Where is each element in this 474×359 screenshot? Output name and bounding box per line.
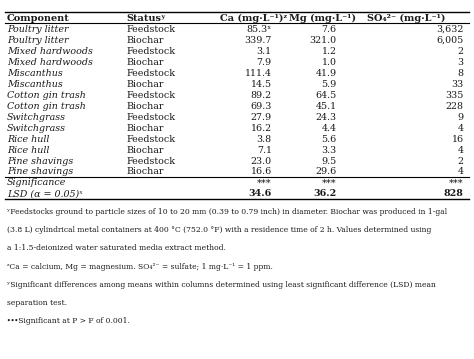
Text: 4: 4: [458, 123, 464, 132]
Text: 321.0: 321.0: [310, 36, 337, 45]
Text: Cotton gin trash: Cotton gin trash: [7, 91, 86, 100]
Text: 2: 2: [458, 157, 464, 165]
Text: Biochar: Biochar: [127, 145, 164, 154]
Text: Mixed hardwoods: Mixed hardwoods: [7, 58, 93, 67]
Text: Biochar: Biochar: [127, 58, 164, 67]
Text: Feedstock: Feedstock: [127, 69, 175, 78]
Text: 339.7: 339.7: [245, 36, 272, 45]
Text: 41.9: 41.9: [316, 69, 337, 78]
Text: 1.0: 1.0: [322, 58, 337, 67]
Text: (3.8 L) cylindrical metal containers at 400 °C (752.0 °F) with a residence time : (3.8 L) cylindrical metal containers at …: [7, 226, 431, 234]
Text: ʸFeedstocks ground to particle sizes of 10 to 20 mm (0.39 to 0.79 inch) in diame: ʸFeedstocks ground to particle sizes of …: [7, 208, 447, 216]
Text: Feedstock: Feedstock: [127, 25, 175, 34]
Text: Biochar: Biochar: [127, 80, 164, 89]
Text: 3: 3: [457, 58, 464, 67]
Text: 8: 8: [458, 69, 464, 78]
Text: Feedstock: Feedstock: [127, 157, 175, 165]
Text: Cotton gin trash: Cotton gin trash: [7, 102, 86, 111]
Text: 14.5: 14.5: [251, 80, 272, 89]
Text: 5.9: 5.9: [322, 80, 337, 89]
Text: Statusʸ: Statusʸ: [127, 14, 166, 23]
Text: 7.1: 7.1: [257, 145, 272, 154]
Text: Miscanthus: Miscanthus: [7, 69, 63, 78]
Text: LSD (α = 0.05)ˣ: LSD (α = 0.05)ˣ: [7, 190, 82, 199]
Text: 34.6: 34.6: [248, 190, 272, 199]
Text: Miscanthus: Miscanthus: [7, 80, 63, 89]
Text: Feedstock: Feedstock: [127, 91, 175, 100]
Text: 3,632: 3,632: [436, 25, 464, 34]
Text: ᶻCa = calcium, Mg = magnesium. SO₄²⁻ = sulfate; 1 mg·L⁻¹ = 1 ppm.: ᶻCa = calcium, Mg = magnesium. SO₄²⁻ = s…: [7, 262, 273, 271]
Text: 3.8: 3.8: [257, 135, 272, 144]
Text: 7.6: 7.6: [322, 25, 337, 34]
Text: Poultry litter: Poultry litter: [7, 25, 69, 34]
Text: 4: 4: [458, 145, 464, 154]
Text: ***: ***: [257, 178, 272, 187]
Text: Component: Component: [7, 14, 70, 23]
Text: 45.1: 45.1: [316, 102, 337, 111]
Text: 27.9: 27.9: [251, 113, 272, 122]
Text: ∙∙∙Significant at P > F of 0.001.: ∙∙∙Significant at P > F of 0.001.: [7, 317, 130, 325]
Text: 16.2: 16.2: [251, 123, 272, 132]
Text: ***: ***: [449, 178, 464, 187]
Text: 335: 335: [445, 91, 464, 100]
Text: Ca (mg·L⁻¹)ᶻ: Ca (mg·L⁻¹)ᶻ: [219, 14, 287, 23]
Text: 3.1: 3.1: [257, 47, 272, 56]
Text: 16.6: 16.6: [251, 168, 272, 177]
Text: Biochar: Biochar: [127, 36, 164, 45]
Text: Feedstock: Feedstock: [127, 113, 175, 122]
Text: 5.6: 5.6: [322, 135, 337, 144]
Text: Mg (mg·L⁻¹): Mg (mg·L⁻¹): [290, 14, 356, 23]
Text: 89.2: 89.2: [251, 91, 272, 100]
Text: 228: 228: [446, 102, 464, 111]
Text: 24.3: 24.3: [316, 113, 337, 122]
Text: 111.4: 111.4: [245, 69, 272, 78]
Text: Switchgrass: Switchgrass: [7, 113, 66, 122]
Text: ***: ***: [322, 178, 337, 187]
Text: 6,005: 6,005: [437, 36, 464, 45]
Text: Pine shavings: Pine shavings: [7, 157, 73, 165]
Text: 2: 2: [458, 47, 464, 56]
Text: 64.5: 64.5: [316, 91, 337, 100]
Text: Mixed hardwoods: Mixed hardwoods: [7, 47, 93, 56]
Text: 7.9: 7.9: [257, 58, 272, 67]
Text: Rice hull: Rice hull: [7, 145, 49, 154]
Text: 9.5: 9.5: [322, 157, 337, 165]
Text: SO₄²⁻ (mg·L⁻¹): SO₄²⁻ (mg·L⁻¹): [367, 14, 446, 23]
Text: ʸSignificant differences among means within columns determined using least signi: ʸSignificant differences among means wit…: [7, 281, 436, 289]
Text: 1.2: 1.2: [322, 47, 337, 56]
Text: Significance: Significance: [7, 178, 66, 187]
Text: Biochar: Biochar: [127, 168, 164, 177]
Text: Biochar: Biochar: [127, 123, 164, 132]
Text: 828: 828: [444, 190, 464, 199]
Text: Rice hull: Rice hull: [7, 135, 49, 144]
Text: Biochar: Biochar: [127, 102, 164, 111]
Text: 36.2: 36.2: [314, 190, 337, 199]
Text: Poultry litter: Poultry litter: [7, 36, 69, 45]
Text: 23.0: 23.0: [251, 157, 272, 165]
Text: 69.3: 69.3: [250, 102, 272, 111]
Text: 9: 9: [457, 113, 464, 122]
Text: 33: 33: [451, 80, 464, 89]
Text: 3.3: 3.3: [322, 145, 337, 154]
Text: a 1:1.5-deionized water saturated media extract method.: a 1:1.5-deionized water saturated media …: [7, 244, 226, 252]
Text: 16: 16: [452, 135, 464, 144]
Text: 85.3ˣ: 85.3ˣ: [246, 25, 272, 34]
Text: separation test.: separation test.: [7, 299, 67, 307]
Text: 4.4: 4.4: [322, 123, 337, 132]
Text: Feedstock: Feedstock: [127, 135, 175, 144]
Text: Pine shavings: Pine shavings: [7, 168, 73, 177]
Text: 29.6: 29.6: [316, 168, 337, 177]
Text: Feedstock: Feedstock: [127, 47, 175, 56]
Text: 4: 4: [458, 168, 464, 177]
Text: Switchgrass: Switchgrass: [7, 123, 66, 132]
